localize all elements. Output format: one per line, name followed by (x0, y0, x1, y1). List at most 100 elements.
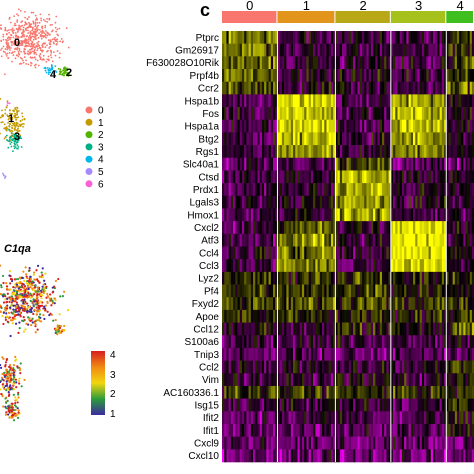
heatmap-cell (364, 119, 367, 133)
heatmap-cell (266, 246, 269, 260)
heatmap-cell (350, 56, 354, 70)
feature-point (13, 313, 16, 316)
heatmap-cell (410, 398, 414, 412)
heatmap-cell (328, 373, 332, 387)
heatmap-cell (381, 246, 385, 260)
heatmap-cell (226, 195, 229, 209)
heatmap-cell (393, 335, 396, 349)
feature-point (27, 323, 30, 326)
heatmap-cell (324, 246, 327, 260)
heatmap-cell (301, 145, 305, 159)
heatmap-cell (290, 411, 294, 425)
heatmap-cell (233, 170, 236, 184)
heatmap-cell (301, 360, 305, 374)
heatmap-cell (399, 259, 403, 273)
umap-point (12, 123, 15, 125)
heatmap-cell (310, 297, 314, 311)
heatmap-cell (364, 271, 367, 285)
heatmap-cell (435, 360, 438, 374)
heatmap-cell (375, 335, 378, 349)
heatmap-cell (246, 309, 249, 323)
heatmap-cell (424, 56, 427, 70)
heatmap-cell (284, 398, 287, 412)
feature-point (40, 320, 43, 323)
heatmap-cell (304, 145, 307, 159)
heatmap-cell (366, 246, 369, 260)
feature-point (16, 277, 20, 281)
heatmap-cell (290, 43, 294, 57)
heatmap-cell (239, 347, 243, 361)
heatmap-cell (415, 81, 418, 95)
heatmap-cell (386, 347, 389, 361)
umap-point (17, 127, 19, 130)
umap-point (0, 47, 3, 50)
heatmap-cell (355, 69, 358, 83)
heatmap-cell (306, 43, 309, 57)
heatmap-cell (346, 373, 350, 387)
heatmap-cell (233, 373, 236, 387)
heatmap-cell (248, 423, 252, 437)
heatmap-cell (333, 335, 336, 349)
heatmap-cell (399, 119, 403, 133)
heatmap-cell (224, 449, 227, 463)
heatmap-cell (357, 170, 361, 184)
umap-point (16, 136, 18, 139)
umap-point (8, 51, 11, 54)
heatmap-cell (244, 322, 247, 336)
heatmap-cell (281, 436, 285, 450)
heatmap-cell (279, 297, 283, 311)
umap-point (31, 29, 33, 32)
heatmap-cell (355, 233, 358, 247)
heatmap-cell (346, 157, 350, 171)
heatmap-cell (304, 94, 307, 108)
heatmap-cell (228, 107, 232, 121)
heatmap-cell (353, 157, 356, 171)
heatmap-cell (350, 81, 354, 95)
heatmap-cell (224, 322, 227, 336)
feature-point (26, 279, 29, 283)
feature-point (43, 305, 46, 308)
legend-label: 0 (98, 106, 104, 117)
heatmap-cell (375, 69, 378, 83)
heatmap-cell (297, 309, 301, 323)
heatmap-cell (432, 398, 436, 412)
umap-point (44, 46, 47, 49)
heatmap-cell (248, 157, 252, 171)
heatmap-cell (366, 183, 369, 197)
heatmap-cell (317, 360, 321, 374)
heatmap-cell (268, 436, 272, 450)
feature-point (12, 286, 15, 289)
heatmap-cell (373, 145, 376, 159)
heatmap-cell (335, 183, 338, 197)
umap-point (37, 40, 40, 43)
heatmap-cell (342, 335, 345, 349)
heatmap-cell (355, 31, 358, 44)
heatmap-cell (228, 132, 232, 146)
heatmap-cell (417, 195, 420, 209)
heatmap-cell (257, 157, 260, 171)
heatmap-cell (304, 221, 307, 235)
heatmap-cell (353, 183, 356, 197)
umap-point (19, 125, 22, 128)
heatmap-cell (404, 284, 407, 298)
heatmap-cell (337, 297, 341, 311)
umap-point (63, 68, 65, 70)
heatmap-cell (390, 94, 394, 108)
heatmap-cell (415, 284, 418, 298)
heatmap-cell (408, 423, 412, 437)
heatmap-cell (393, 170, 396, 184)
heatmap-cell (297, 145, 301, 159)
feature-point (48, 313, 51, 317)
heatmap-cell (304, 69, 307, 83)
heatmap-cell (386, 183, 389, 197)
heatmap-cell (277, 221, 280, 235)
heatmap-cell (417, 43, 420, 57)
heatmap-cell (348, 373, 352, 387)
heatmap-cell (346, 309, 350, 323)
umap-point (47, 71, 50, 74)
umap-point (29, 39, 32, 42)
heatmap-cell (444, 81, 447, 95)
umap-point (56, 28, 59, 31)
heatmap-cell (330, 145, 334, 159)
heatmap-cell (397, 347, 401, 361)
